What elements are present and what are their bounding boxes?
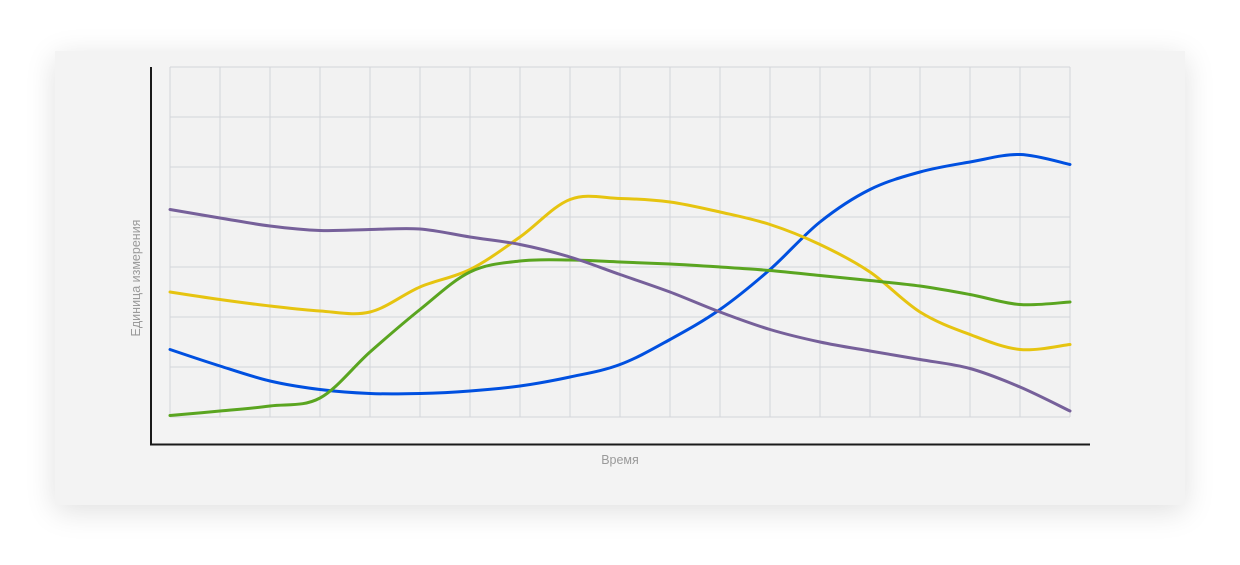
series-line-1 bbox=[168, 152, 1072, 396]
y-axis-label: Единица измерения bbox=[129, 220, 143, 337]
series-line-2 bbox=[168, 194, 1072, 352]
x-axis-label: Время bbox=[601, 453, 639, 467]
series-line-3 bbox=[168, 258, 1072, 417]
series-line-4 bbox=[168, 208, 1072, 413]
series-lines bbox=[168, 152, 1072, 417]
grid bbox=[169, 66, 1071, 418]
